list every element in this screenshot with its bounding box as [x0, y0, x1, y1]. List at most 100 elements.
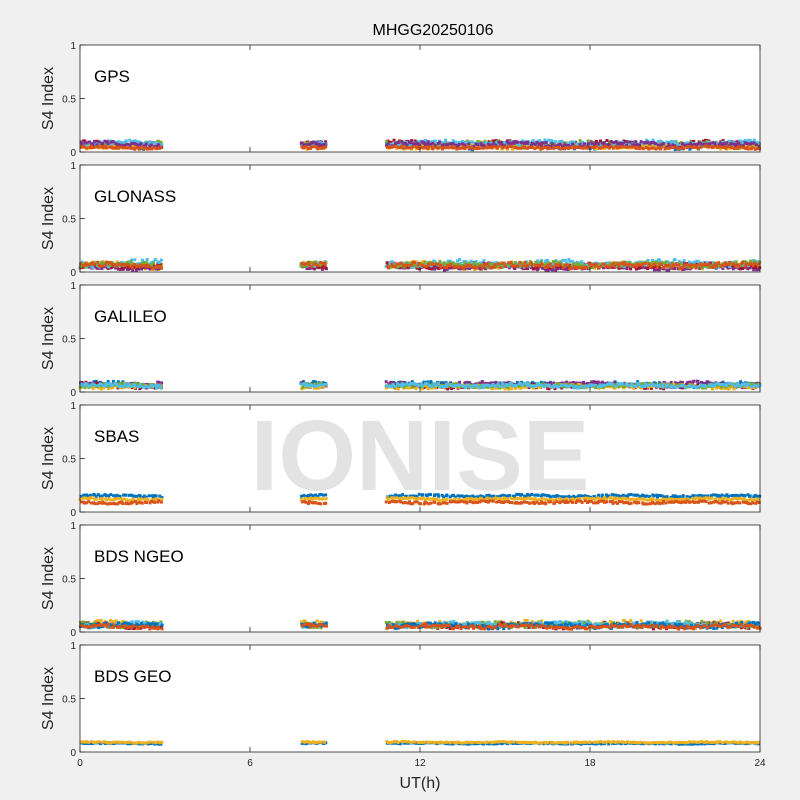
data-point	[471, 494, 475, 498]
data-point	[461, 267, 465, 271]
data-point	[412, 385, 416, 389]
data-point	[572, 141, 576, 145]
data-point	[318, 386, 322, 390]
data-point	[446, 264, 450, 268]
data-point	[568, 141, 572, 145]
data-point	[689, 385, 693, 389]
data-point	[442, 268, 446, 272]
data-point	[441, 146, 445, 150]
data-point	[728, 385, 732, 389]
data-point	[159, 145, 163, 149]
data-point	[439, 384, 443, 388]
data-point	[395, 494, 399, 498]
data-point	[471, 143, 475, 147]
data-point	[673, 140, 677, 144]
data-point	[611, 146, 615, 150]
data-point	[582, 263, 586, 267]
data-point	[616, 494, 620, 498]
data-point	[158, 385, 162, 389]
data-point	[403, 496, 407, 500]
data-point	[739, 384, 743, 388]
data-point	[122, 497, 126, 501]
data-point	[472, 495, 476, 499]
data-point	[689, 142, 693, 146]
data-point	[623, 384, 627, 388]
data-point	[107, 139, 111, 143]
data-point	[321, 383, 325, 387]
data-point	[490, 146, 494, 150]
data-point	[477, 140, 481, 144]
data-point	[568, 263, 572, 267]
data-point	[585, 265, 589, 269]
data-point	[312, 140, 316, 144]
data-point	[388, 494, 392, 498]
data-point	[741, 263, 745, 267]
data-point	[520, 266, 524, 270]
data-point	[133, 258, 137, 262]
data-point	[643, 266, 647, 270]
data-point	[703, 263, 707, 267]
data-point	[457, 383, 461, 387]
data-point	[682, 384, 686, 388]
data-point	[665, 495, 669, 499]
data-point	[671, 261, 675, 265]
data-point	[548, 146, 552, 150]
data-point	[160, 266, 164, 270]
data-point	[125, 261, 129, 265]
data-point	[432, 497, 436, 501]
data-point	[681, 261, 685, 265]
data-point	[536, 259, 540, 263]
data-point	[485, 146, 489, 150]
data-point	[485, 144, 489, 148]
data-point	[135, 264, 139, 268]
data-point	[647, 147, 651, 151]
data-point	[710, 387, 714, 391]
data-point	[107, 497, 111, 501]
data-point	[458, 380, 462, 384]
data-point	[735, 142, 739, 146]
data-point	[543, 146, 547, 150]
data-point	[138, 384, 142, 388]
data-point	[600, 141, 604, 145]
data-point	[713, 262, 717, 266]
data-point	[648, 495, 652, 499]
data-point	[109, 498, 113, 502]
data-point	[582, 386, 586, 390]
data-point	[643, 386, 647, 390]
data-point	[741, 144, 745, 148]
data-point	[667, 382, 671, 386]
constellation-label: GPS	[94, 67, 130, 86]
data-point	[467, 495, 471, 499]
data-point	[544, 383, 548, 387]
data-point	[560, 381, 564, 385]
data-point	[534, 260, 538, 264]
data-point	[322, 261, 326, 265]
data-point	[659, 384, 663, 388]
data-point	[478, 264, 482, 268]
data-point	[426, 140, 430, 144]
data-point	[142, 383, 146, 387]
data-point	[726, 494, 730, 498]
data-point	[656, 139, 660, 143]
data-point	[93, 139, 97, 143]
data-point	[621, 144, 625, 148]
data-point	[619, 494, 623, 498]
data-point	[715, 384, 719, 388]
data-point	[716, 146, 720, 150]
data-point	[157, 265, 161, 269]
data-point	[300, 261, 304, 265]
data-point	[524, 497, 528, 501]
data-point	[316, 263, 320, 267]
data-point	[622, 139, 626, 143]
data-point	[458, 257, 462, 261]
data-point	[646, 267, 650, 271]
data-point	[729, 262, 733, 266]
data-point	[670, 265, 674, 269]
data-point	[92, 493, 96, 497]
data-point	[79, 264, 83, 268]
data-point	[409, 381, 413, 385]
data-point	[599, 385, 603, 389]
data-point	[569, 383, 573, 387]
data-point	[713, 141, 717, 145]
